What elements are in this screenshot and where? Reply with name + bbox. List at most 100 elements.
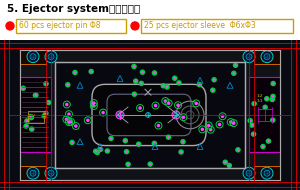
Circle shape [237,149,239,151]
Circle shape [228,164,230,167]
Circle shape [267,140,270,142]
Circle shape [173,77,176,79]
Circle shape [223,159,228,165]
Circle shape [251,101,257,106]
Circle shape [106,150,109,152]
Circle shape [153,142,155,145]
Circle shape [251,124,253,126]
Circle shape [110,137,112,140]
Circle shape [210,87,216,93]
Circle shape [125,162,131,167]
Circle shape [243,167,255,179]
Bar [20,50,280,180]
Circle shape [209,128,212,131]
Circle shape [43,81,49,86]
Circle shape [226,163,232,168]
Circle shape [28,115,34,120]
Circle shape [166,135,171,140]
Circle shape [30,116,32,119]
Circle shape [249,120,251,122]
Circle shape [105,148,110,154]
Bar [254,166,280,180]
Circle shape [167,136,170,138]
Bar [249,78,280,152]
Circle shape [27,51,39,63]
Circle shape [88,69,94,74]
Circle shape [23,123,29,129]
Circle shape [261,51,273,63]
Circle shape [180,151,182,153]
Circle shape [90,70,92,73]
Circle shape [251,131,256,137]
Circle shape [29,116,32,118]
Circle shape [264,96,270,101]
Circle shape [178,82,180,84]
Circle shape [122,138,128,143]
Circle shape [71,141,73,144]
Circle shape [207,124,211,127]
Circle shape [271,98,274,101]
Bar [28,111,44,123]
Text: 1:1: 1:1 [257,99,263,103]
Text: 1:2: 1:2 [257,94,263,98]
Circle shape [140,82,142,85]
Circle shape [243,51,255,63]
Circle shape [64,118,68,121]
Circle shape [149,163,152,165]
Circle shape [233,63,239,68]
Circle shape [131,22,139,30]
Circle shape [270,94,276,99]
Circle shape [262,105,268,110]
Circle shape [266,97,268,100]
Circle shape [178,149,184,155]
Bar [20,166,46,180]
Circle shape [137,143,140,145]
Circle shape [229,120,232,124]
Bar [20,50,46,64]
Circle shape [221,115,224,118]
Circle shape [140,69,145,75]
Circle shape [196,82,202,87]
Circle shape [213,79,215,81]
Circle shape [249,122,255,128]
Circle shape [45,82,47,85]
Circle shape [266,138,271,144]
Circle shape [272,119,274,121]
Text: Y: Y [32,114,34,120]
Circle shape [34,94,37,96]
Circle shape [176,80,182,86]
Circle shape [47,101,50,104]
Circle shape [108,136,114,141]
Circle shape [131,64,137,69]
Circle shape [45,167,57,179]
Circle shape [67,84,69,86]
Circle shape [34,94,37,97]
Circle shape [138,106,142,110]
Circle shape [125,150,128,153]
Circle shape [182,141,184,143]
Circle shape [224,161,226,163]
Circle shape [26,120,28,122]
Circle shape [41,113,47,119]
Circle shape [133,78,139,84]
Circle shape [153,72,156,74]
Circle shape [48,54,54,60]
Circle shape [33,92,39,98]
Circle shape [269,97,275,102]
Circle shape [133,93,136,95]
Circle shape [30,170,36,176]
Circle shape [134,80,137,82]
Circle shape [69,140,75,145]
Circle shape [30,54,36,60]
Circle shape [98,147,103,152]
Circle shape [46,100,51,105]
Circle shape [101,111,105,114]
Circle shape [198,83,201,86]
Circle shape [232,72,235,74]
Circle shape [67,112,71,116]
Circle shape [67,120,71,124]
Text: 25 pcs ejector sleeve  Φ6xΦ3: 25 pcs ejector sleeve Φ6xΦ3 [144,21,256,30]
Circle shape [235,147,241,153]
Circle shape [43,115,46,117]
Circle shape [74,71,76,74]
